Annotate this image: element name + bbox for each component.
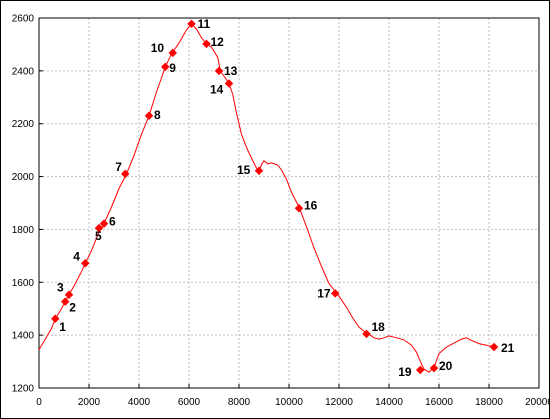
- waypoint-label: 7: [115, 160, 122, 174]
- tick-labels: 0 2000 4000 6000 8000 10000 12000 14000 16000 180…: [12, 14, 549, 409]
- y-tick-label: 2600: [12, 14, 35, 25]
- waypoint-label: 15: [237, 163, 251, 177]
- waypoint-marker: [81, 259, 90, 268]
- waypoint-label: 20: [439, 359, 453, 373]
- waypoint-label: 1: [59, 320, 66, 334]
- x-tick-label: 8000: [228, 397, 251, 408]
- waypoint-label: 2: [69, 301, 76, 315]
- waypoint-marker: [429, 363, 439, 373]
- waypoint-markers: [51, 19, 499, 375]
- waypoint-label: 8: [154, 108, 161, 122]
- waypoint-label: 3: [57, 281, 64, 295]
- waypoint-marker: [362, 329, 371, 339]
- x-tick-label: 12000: [325, 397, 353, 408]
- y-tick-label: 2000: [12, 172, 35, 183]
- waypoint-marker: [202, 39, 211, 49]
- x-tick-label: 18000: [475, 397, 503, 408]
- waypoint-label: 19: [398, 365, 412, 379]
- waypoint-marker: [121, 169, 130, 179]
- waypoint-marker: [61, 297, 70, 306]
- x-tick-label: 14000: [375, 397, 403, 408]
- waypoint-label: 14: [210, 83, 224, 97]
- waypoint-marker: [94, 223, 104, 233]
- axes: [38, 17, 540, 389]
- waypoint-marker: [51, 314, 60, 323]
- y-tick-label: 2200: [12, 119, 35, 130]
- waypoint-marker: [294, 204, 304, 213]
- waypoint-marker: [254, 166, 264, 175]
- x-tick-label: 20000: [525, 397, 549, 408]
- waypoint-label: 21: [501, 341, 515, 355]
- waypoint-label: 6: [109, 215, 116, 229]
- waypoint-marker: [416, 365, 425, 375]
- waypoint-marker: [144, 111, 154, 121]
- waypoint-marker: [64, 290, 74, 299]
- waypoint-label: 17: [317, 286, 331, 300]
- grid-lines: [39, 18, 539, 388]
- y-tick-label: 1400: [12, 331, 35, 342]
- waypoint-label: 4: [73, 249, 80, 263]
- waypoint-label: 9: [169, 61, 176, 75]
- waypoint-marker: [214, 66, 224, 76]
- waypoint-marker: [224, 79, 234, 88]
- plot-area-border: [38, 17, 540, 389]
- waypoint-label: 10: [151, 41, 165, 55]
- y-tick-label: 1600: [12, 278, 35, 289]
- waypoint-label: 18: [372, 320, 386, 334]
- waypoint-marker: [489, 342, 499, 352]
- y-tick-label: 2400: [12, 66, 35, 77]
- x-tick-label: 16000: [425, 397, 453, 408]
- waypoint-marker: [331, 289, 340, 298]
- waypoint-marker: [161, 62, 170, 72]
- waypoint-label: 12: [211, 35, 225, 49]
- waypoint-label: 5: [95, 229, 102, 243]
- waypoint-label: 13: [224, 64, 238, 78]
- x-tick-label: 10000: [275, 397, 303, 408]
- waypoint-marker: [168, 48, 177, 58]
- x-tick-label: 2000: [78, 397, 101, 408]
- series-line-layer: [38, 23, 495, 373]
- elevation-series-line: [38, 23, 495, 373]
- x-tick-label: 4000: [128, 397, 151, 408]
- y-tick-label: 1200: [12, 384, 35, 395]
- x-tick-label: 0: [36, 397, 42, 408]
- waypoint-marker: [99, 219, 109, 228]
- waypoint-label: 16: [304, 198, 318, 212]
- x-tick-label: 6000: [178, 397, 201, 408]
- y-tick-label: 1800: [12, 225, 35, 236]
- waypoint-label: 11: [198, 17, 211, 31]
